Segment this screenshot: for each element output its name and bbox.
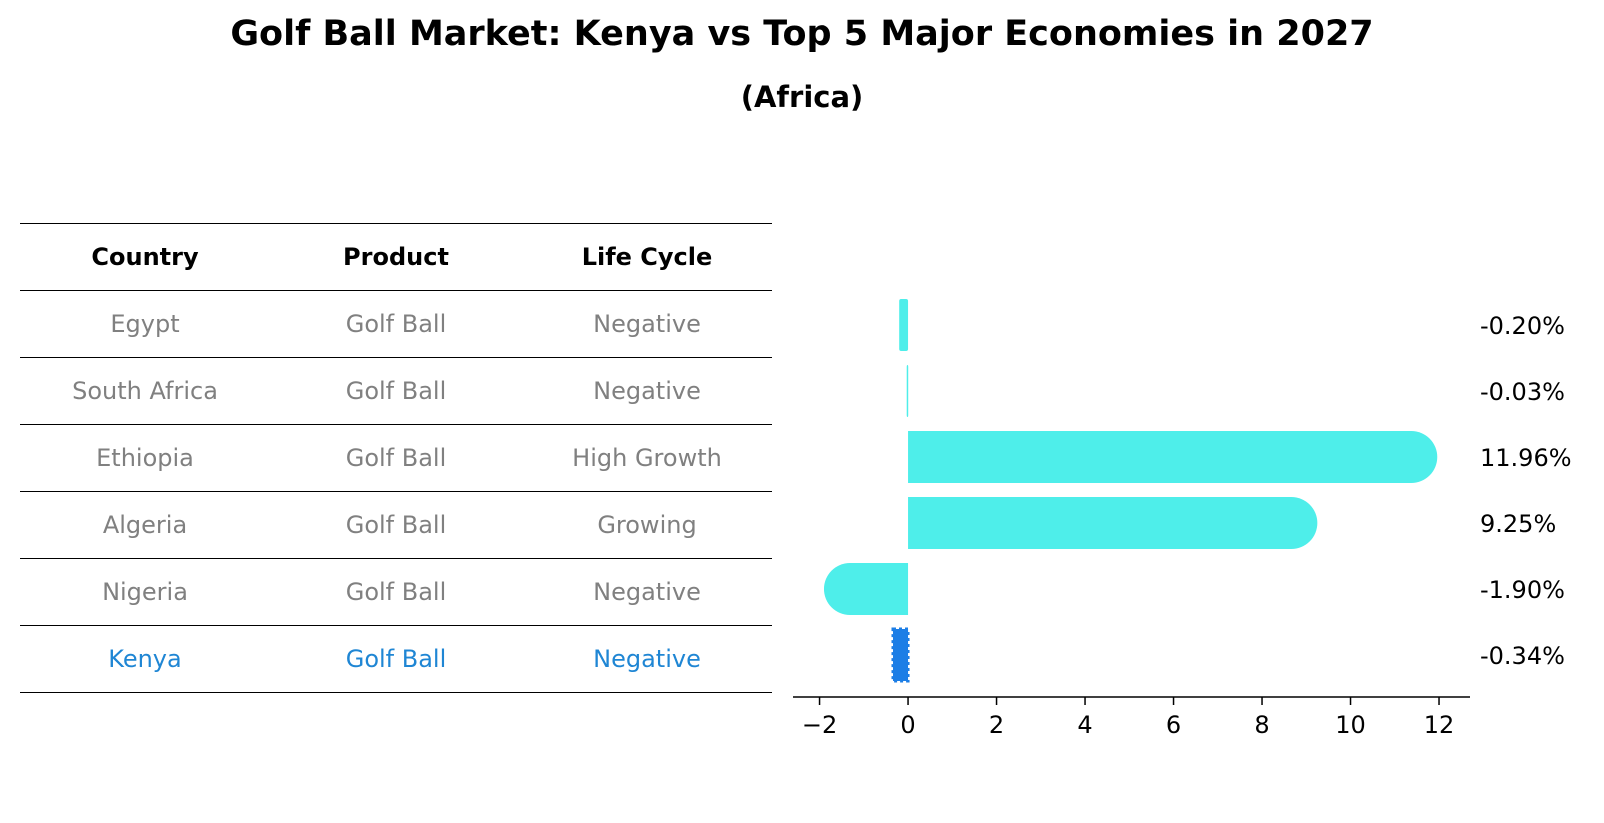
value-label: 11.96% xyxy=(1480,444,1572,472)
cell-product: Golf Ball xyxy=(345,377,447,405)
cell-life-cycle: Negative xyxy=(593,578,701,606)
country-table: Country Product Life Cycle Egypt Golf Ba… xyxy=(20,223,772,693)
cell-product: Golf Ball xyxy=(345,511,447,539)
x-tick-label: 6 xyxy=(1166,711,1181,739)
x-tick-label: −2 xyxy=(802,711,837,739)
cell-product: Golf Ball xyxy=(345,645,447,673)
table-row: Egypt Golf Ball Negative xyxy=(20,291,772,358)
table-row: South Africa Golf Ball Negative xyxy=(20,358,772,425)
x-tick-label: 4 xyxy=(1077,711,1092,739)
value-label: -0.34% xyxy=(1480,642,1565,670)
table-row: Ethiopia Golf Ball High Growth xyxy=(20,425,772,492)
chart-title: Golf Ball Market: Kenya vs Top 5 Major E… xyxy=(230,14,1374,54)
x-tick-label: 10 xyxy=(1335,711,1366,739)
cell-product: Golf Ball xyxy=(345,444,447,472)
bar-south-africa xyxy=(906,365,909,417)
table-row-highlight: Kenya Golf Ball Negative xyxy=(20,626,772,693)
table-row: Nigeria Golf Ball Negative xyxy=(20,559,772,626)
bar-algeria xyxy=(908,497,1318,549)
cell-life-cycle: Negative xyxy=(593,645,701,673)
cell-country: Algeria xyxy=(102,511,188,539)
bar-ethiopia xyxy=(908,431,1438,483)
cell-life-cycle: Negative xyxy=(593,377,701,405)
chart-subtitle: (Africa) xyxy=(740,80,864,114)
x-tick-label: 12 xyxy=(1424,711,1455,739)
cell-product: Golf Ball xyxy=(345,310,447,338)
cell-country: South Africa xyxy=(72,377,218,405)
value-label: -0.03% xyxy=(1480,378,1565,406)
table-header-row: Country Product Life Cycle xyxy=(20,224,772,291)
bar-egypt xyxy=(899,299,909,351)
header-product: Product xyxy=(343,243,449,271)
cell-life-cycle: High Growth xyxy=(572,444,722,472)
value-label: 9.25% xyxy=(1480,510,1556,538)
header-country: Country xyxy=(91,243,199,271)
x-tick-label: 0 xyxy=(900,711,915,739)
x-tick-label: 8 xyxy=(1254,711,1269,739)
cell-life-cycle: Growing xyxy=(597,511,697,539)
cell-country: Nigeria xyxy=(102,578,188,606)
bar-kenya xyxy=(891,627,910,683)
bar-nigeria xyxy=(823,563,909,615)
cell-life-cycle: Negative xyxy=(593,310,701,338)
cell-country: Kenya xyxy=(108,645,182,673)
value-label: -1.90% xyxy=(1480,576,1565,604)
cell-country: Egypt xyxy=(110,310,180,338)
value-label: -0.20% xyxy=(1480,312,1565,340)
cell-product: Golf Ball xyxy=(345,578,447,606)
cell-country: Ethiopia xyxy=(96,444,194,472)
table-row: Algeria Golf Ball Growing xyxy=(20,492,772,559)
x-tick-label: 2 xyxy=(989,711,1004,739)
header-life-cycle: Life Cycle xyxy=(581,243,713,271)
